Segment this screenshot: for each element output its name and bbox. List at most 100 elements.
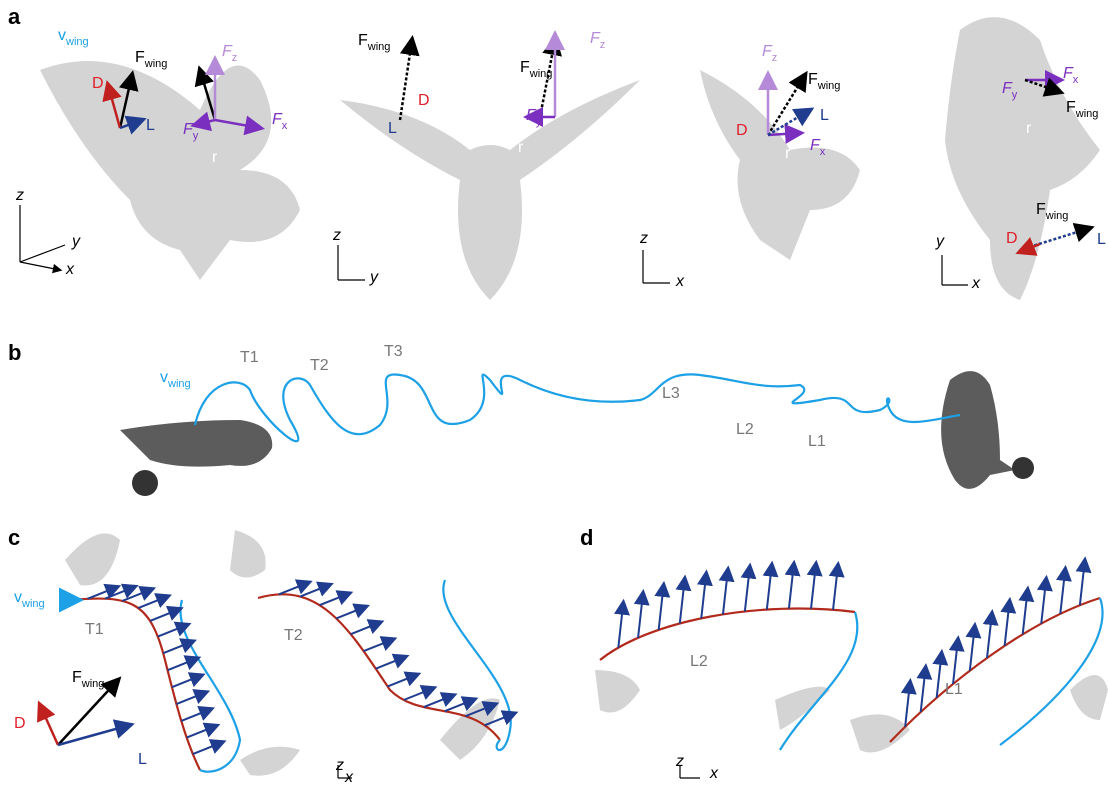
- label: Fwing: [135, 49, 167, 70]
- label: y: [935, 233, 945, 250]
- label: r: [785, 145, 791, 162]
- label: L1: [808, 433, 826, 450]
- label: z: [675, 753, 684, 770]
- label: D: [1006, 230, 1018, 247]
- label-sub: z: [232, 52, 238, 64]
- label: y: [71, 233, 81, 250]
- label: x: [971, 275, 981, 292]
- label: z: [335, 757, 344, 774]
- lift-arrow: [168, 658, 198, 670]
- lift-arrow: [638, 593, 643, 638]
- label: T3: [384, 343, 403, 360]
- lift-arrow: [680, 578, 685, 623]
- lift-arrow: [388, 674, 418, 686]
- lift-arrow: [701, 573, 706, 618]
- label: vwing: [160, 369, 191, 390]
- label-base: F: [72, 669, 82, 686]
- lift-arrow: [937, 653, 942, 698]
- panel-letter: b: [8, 340, 21, 365]
- figure: a b c d vwingFwingDLFzFyFxrzyxLDFwingFwi…: [0, 0, 1108, 785]
- label: L3: [662, 385, 680, 402]
- label: Fwing: [520, 59, 552, 80]
- label: Fz: [762, 43, 777, 64]
- lift-arrow: [150, 609, 180, 621]
- label: L2: [736, 421, 754, 438]
- label: Fz: [222, 43, 237, 64]
- label: L1: [945, 681, 963, 698]
- label: T1: [85, 621, 104, 638]
- label-sub: y: [536, 116, 542, 128]
- lift-arrow: [364, 639, 394, 651]
- lift-arrow: [336, 606, 366, 618]
- lift-arrow: [789, 564, 794, 609]
- label: Fy: [526, 107, 542, 128]
- lift-arrow: [659, 585, 664, 630]
- label: Fwing: [358, 32, 390, 53]
- label: vwing: [58, 27, 89, 48]
- label: D: [14, 715, 26, 732]
- label: r: [518, 139, 524, 156]
- label: L: [146, 117, 155, 134]
- lift-arrow: [172, 675, 202, 687]
- label: y: [369, 269, 379, 286]
- lift-arrow: [320, 593, 350, 605]
- lift-arrow: [811, 564, 816, 609]
- label: Fz: [590, 30, 605, 51]
- lift-arrow: [767, 565, 772, 610]
- lift-arrow: [970, 626, 975, 671]
- label-sub: wing: [529, 68, 553, 80]
- label: x: [344, 769, 354, 785]
- label: D: [736, 122, 748, 139]
- label: r: [1026, 120, 1032, 137]
- lift-arrow: [1060, 569, 1065, 614]
- label: Fx: [1063, 65, 1079, 86]
- label-sub: wing: [1045, 210, 1069, 222]
- label: L: [1097, 231, 1106, 248]
- lift-arrow: [1023, 589, 1028, 634]
- label-sub: x: [1073, 74, 1079, 86]
- lift-arrow: [905, 682, 910, 727]
- label: D: [418, 92, 430, 109]
- label: T2: [310, 357, 329, 374]
- lift-arrow: [279, 582, 309, 594]
- lift-arrow: [833, 565, 838, 610]
- label-base: F: [808, 71, 818, 88]
- label: z: [15, 187, 24, 204]
- lift-arrow: [404, 688, 434, 700]
- lift-arrow: [300, 585, 330, 597]
- lift-arrow: [1005, 601, 1010, 646]
- label: r: [212, 149, 218, 166]
- lift-arrow: [424, 695, 454, 707]
- label: L: [138, 751, 147, 768]
- panel-letter: c: [8, 525, 20, 550]
- label-sub: z: [600, 39, 606, 51]
- lift-arrow: [181, 709, 211, 721]
- label: L: [820, 107, 829, 124]
- label-sub: wing: [144, 58, 168, 70]
- label-base: F: [520, 59, 530, 76]
- lift-arrow: [987, 613, 992, 658]
- label: x: [675, 273, 685, 290]
- lift-arrow: [138, 596, 168, 608]
- lift-arrow: [1041, 579, 1046, 624]
- label-base: v: [160, 369, 168, 386]
- label: T1: [240, 349, 259, 366]
- label: L2: [690, 653, 708, 670]
- label-base: v: [58, 27, 66, 44]
- lift-arrow: [87, 587, 117, 599]
- lift-arrow: [187, 726, 217, 738]
- label-sub: wing: [21, 598, 45, 610]
- lift-arrow: [351, 622, 381, 634]
- label-base: v: [14, 589, 22, 606]
- label-sub: y: [1012, 89, 1018, 101]
- panel-letter: d: [580, 525, 593, 550]
- label-sub: y: [193, 130, 199, 142]
- label: Fwing: [72, 669, 104, 690]
- lift-arrow: [953, 639, 958, 684]
- label-sub: wing: [817, 80, 841, 92]
- label: x: [709, 765, 719, 782]
- label: z: [332, 227, 341, 244]
- label-sub: wing: [1075, 108, 1099, 120]
- label: Fwing: [808, 71, 840, 92]
- lift-arrow: [1080, 560, 1085, 605]
